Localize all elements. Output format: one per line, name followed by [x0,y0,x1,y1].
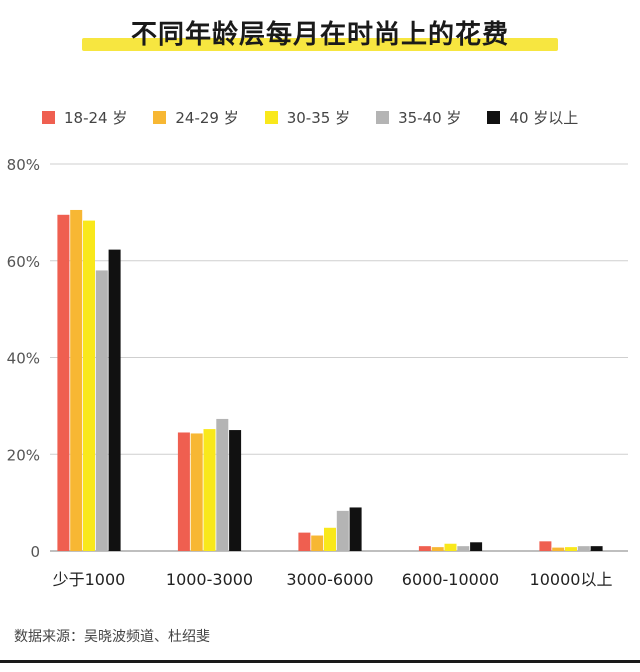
bar [539,541,552,551]
bar [298,532,311,551]
bar [457,546,470,551]
bar [216,418,229,551]
bar [431,547,444,551]
legend-item: 35-40 岁 [376,107,461,128]
bar [444,543,457,551]
axis: 0 20% 40% 60% 80% 少于1000 1000-3000 3000-6000 600… [7,156,613,589]
legend-swatch [487,110,501,124]
bar-chart: 0 20% 40% 60% 80% 少于1000 1000-3000 3000-6000 600… [7,156,628,589]
source-note: 数据来源：吴晓波频道、杜绍斐 [14,629,210,645]
bar [190,433,203,551]
legend-swatch [42,110,55,124]
y-tick-label: 20% [7,446,40,464]
legend: 18-24 岁 24-29 岁 30-35 岁 35-40 岁 40 岁以上 [42,103,604,131]
y-tick-label: 40% [7,350,40,368]
bar [177,432,190,551]
bar [418,546,431,551]
legend-label: 30-35 岁 [286,108,351,127]
chart-title: 不同年龄层每月在时尚上的花费 [130,20,509,50]
bottom-rule [0,660,640,663]
legend-swatch [153,110,167,124]
bar [229,430,242,551]
legend-item: 30-35 岁 [264,107,351,128]
bar [324,527,336,551]
bar [57,214,70,552]
bar [95,270,108,551]
x-tick-label: 6000-10000 [402,570,499,589]
y-tick-label: 60% [7,253,40,271]
legend-label: 40 岁以上 [509,108,579,127]
y-tick-label: 0 [30,543,40,561]
legend-swatch [376,110,390,124]
bar [590,546,603,551]
bar [565,547,577,551]
y-tick-label: 80% [7,156,40,174]
legend-label: 24-29 岁 [175,108,239,127]
x-tick-label: 10000以上 [530,570,613,589]
legend-item: 40 岁以上 [487,107,578,128]
legend-item: 18-24 岁 [42,107,127,128]
bar [70,209,83,551]
legend-label: 35-40 岁 [398,108,462,127]
bar [577,546,590,551]
x-tick-label: 1000-3000 [166,570,253,589]
bar [349,507,362,551]
bar [311,535,324,551]
legend-item: 24-29 岁 [153,107,239,128]
bar [108,249,121,551]
title-highlight [82,38,558,51]
x-tick-label: 少于1000 [53,570,126,589]
bar [83,220,95,551]
bar [203,429,216,551]
gridlines [50,163,628,552]
x-tick-label: 3000-6000 [286,570,373,589]
legend-swatch [264,110,278,124]
bar [470,542,483,551]
bar [336,510,349,551]
legend-label: 18-24 岁 [64,108,128,127]
bars [57,209,603,552]
bar [552,547,565,551]
